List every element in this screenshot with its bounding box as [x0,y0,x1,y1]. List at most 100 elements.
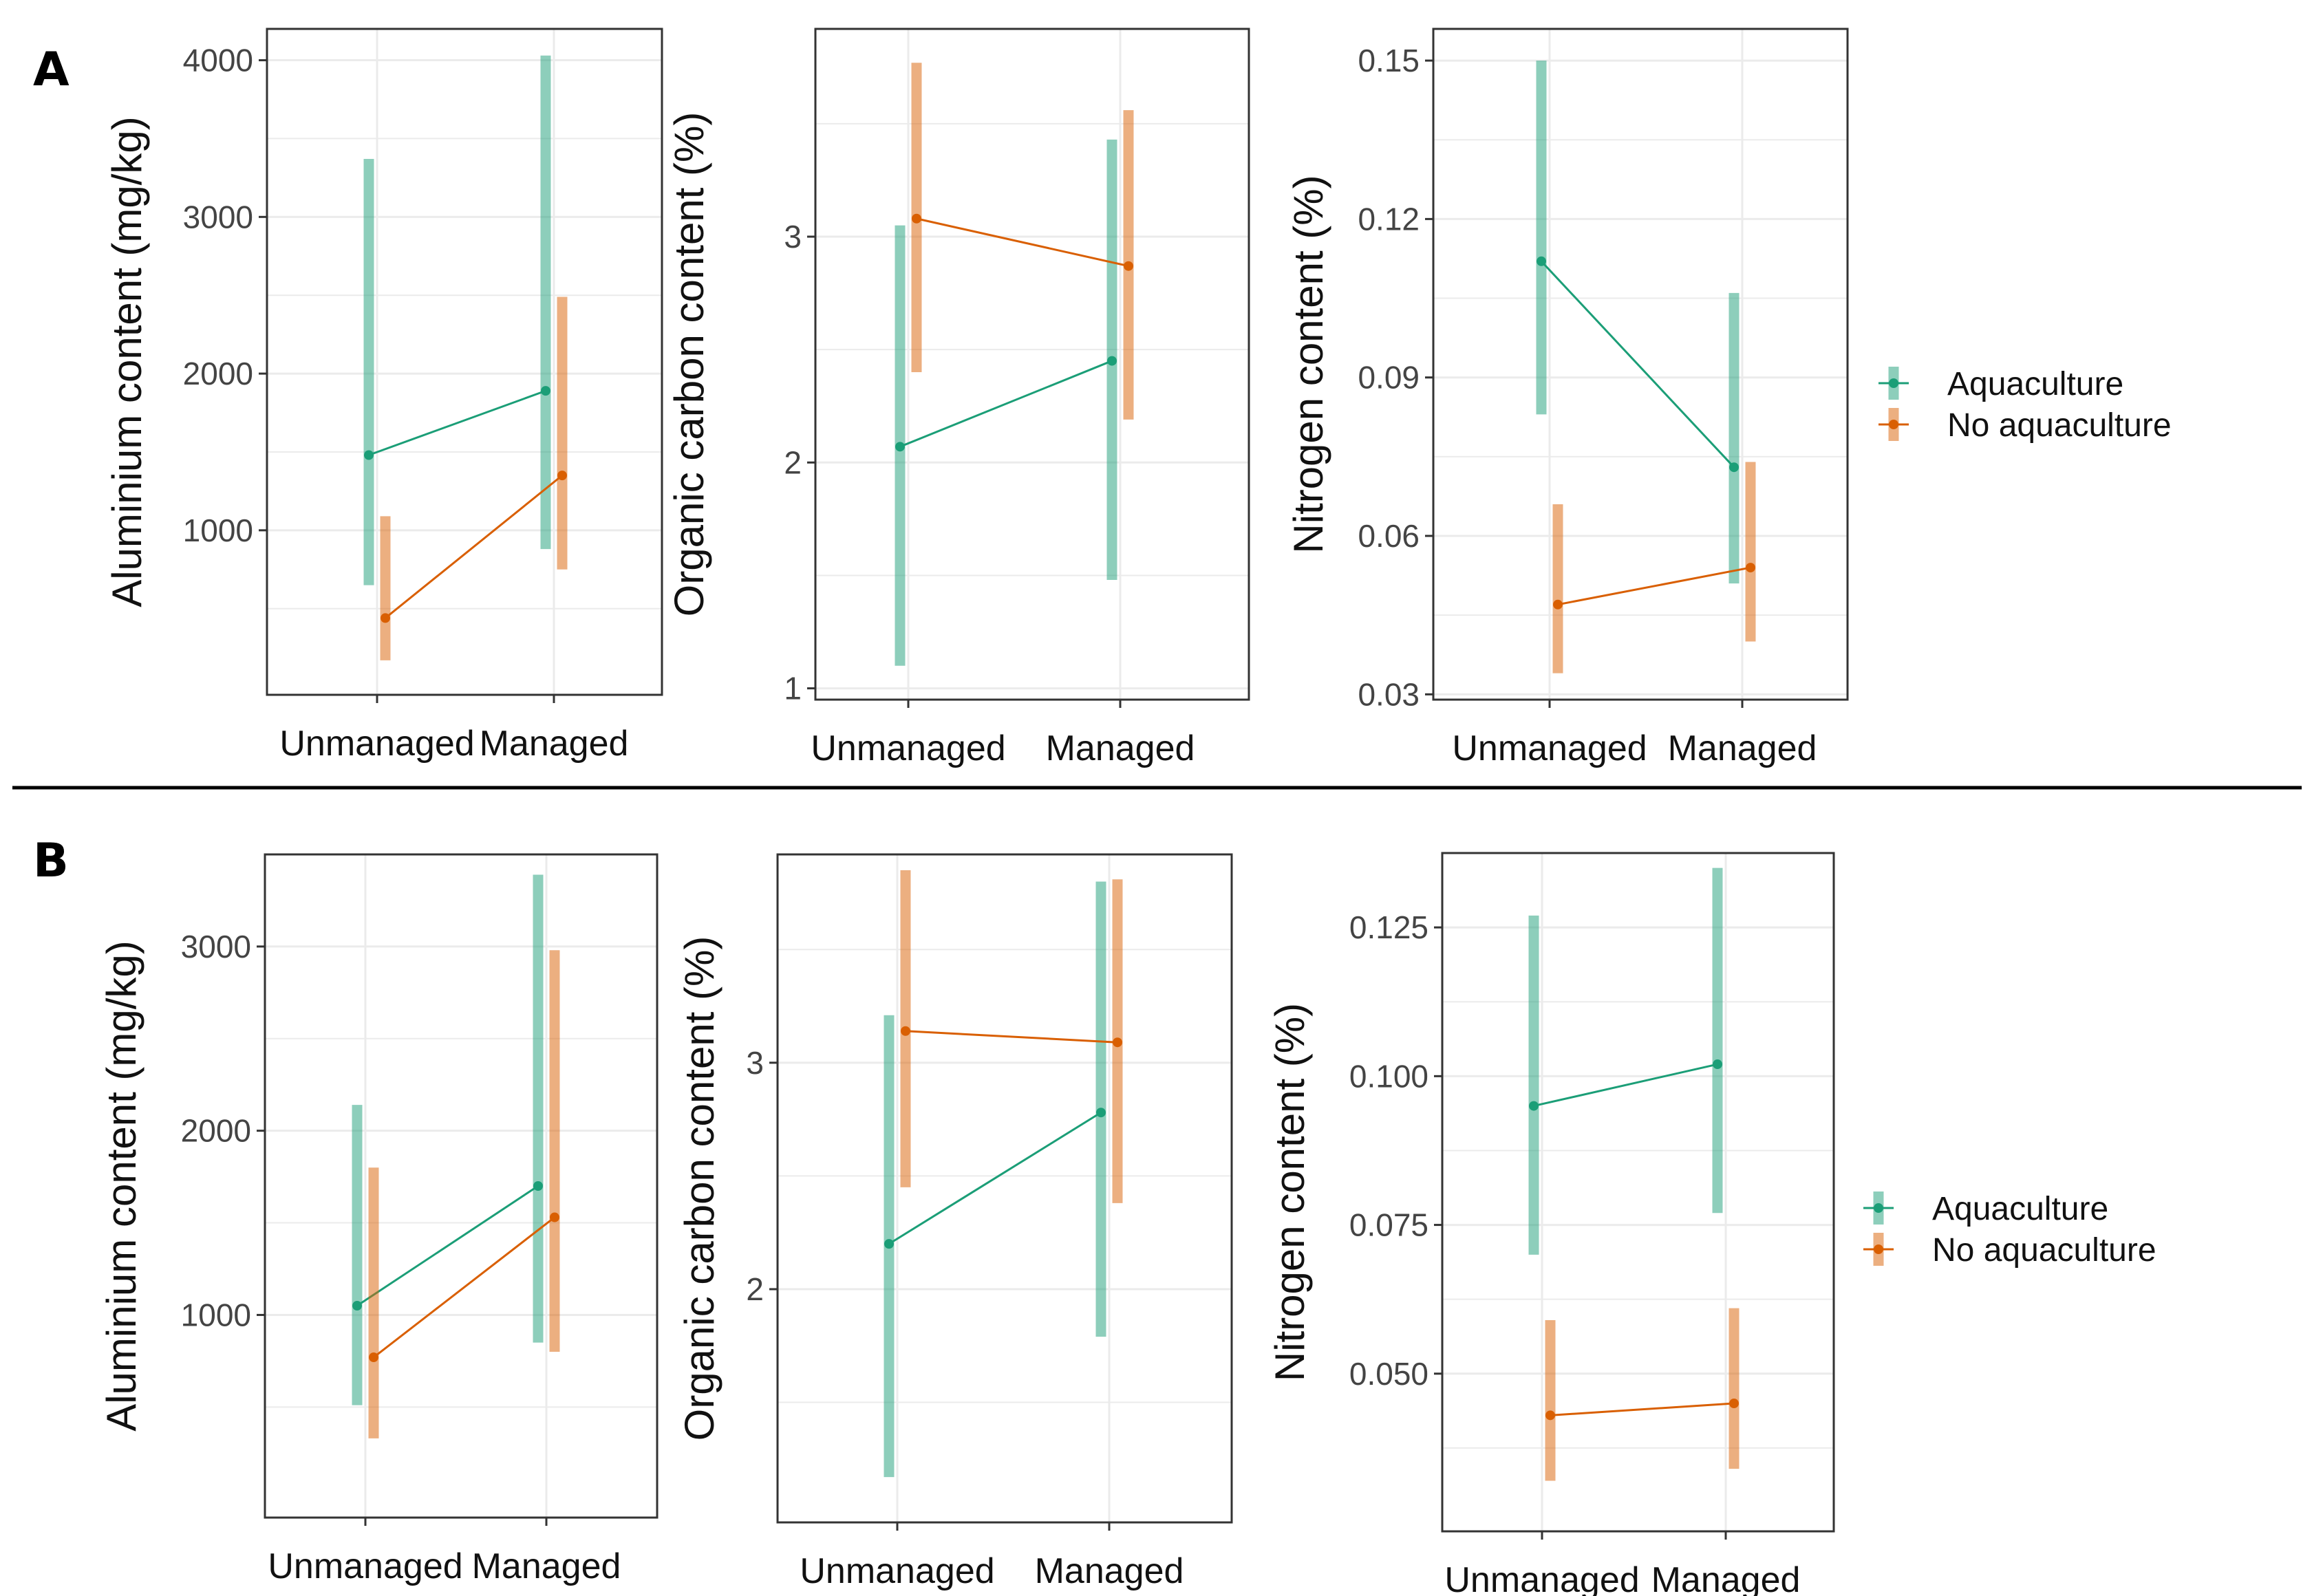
y-tick-label: 4000 [183,43,253,78]
y-tick-label: 3000 [181,929,251,964]
legend-key-point [1889,420,1898,429]
series-line [905,1030,1118,1044]
series-line [916,217,1129,268]
y-tick-label: 1000 [181,1297,251,1333]
y-axis-title: Aluminium content (mg/kg) [98,940,144,1432]
series-line [385,474,563,619]
data-point [1529,1101,1539,1111]
y-tick-label: 3 [784,219,802,255]
y-tick-label: 0.09 [1358,360,1420,396]
plot-a-1: 1000 2000 3000 4000 Unmanaged Managed Aluminiu… [104,28,663,764]
panel-letter-a: A [33,43,69,97]
data-point [884,1239,894,1249]
legend-key-no-aquaculture [1878,408,1909,441]
y-tick-label: 0.050 [1349,1356,1428,1392]
data-point [1107,356,1117,366]
y-tick-label: 3 [746,1045,764,1081]
plot-b-3: 0.050 0.075 0.100 0.125 Unmanaged Managed Nitr… [1267,852,1835,1596]
x-category-label: Unmanaged [811,729,1005,768]
legend-key-point [1874,1203,1883,1213]
y-axis-title: Nitrogen content (%) [1267,1003,1313,1381]
data-point [364,450,374,460]
y-tick-label: 2000 [183,356,253,391]
series-line [1550,1402,1735,1416]
x-category-label: Managed [1035,1551,1184,1591]
data-point [1124,261,1133,271]
legend-key-point [1874,1244,1883,1254]
legend-key-aquaculture [1878,367,1909,400]
data-point [541,386,550,396]
series-aquaculture [884,881,1106,1478]
x-category-label: Managed [1651,1560,1801,1596]
plot-frame [1441,852,1835,1533]
panel-letter-b: B [33,834,69,888]
data-point [550,1212,559,1222]
y-tick-label: 1000 [183,513,253,548]
legend-a: Aquaculture No aquaculture [1878,366,2172,444]
y-tick-label: 0.100 [1349,1058,1428,1094]
data-point [1713,1059,1722,1070]
data-point [1729,1399,1739,1409]
legend-label: No aquaculture [1947,407,2172,444]
series-line [368,389,546,456]
x-category-label: Managed [472,1546,621,1586]
y-tick-label: 0.075 [1349,1207,1428,1243]
series-no-aquaculture [368,950,560,1438]
y-tick-label: 2 [746,1271,764,1307]
data-point [1746,563,1755,573]
x-category-label: Managed [480,724,629,764]
data-point [1113,1037,1122,1048]
plot-b-2: 2 3 Unmanaged Managed Organic carbon content… [676,853,1233,1591]
series-line [373,1216,555,1359]
x-category-label: Unmanaged [800,1551,994,1591]
data-point [1729,462,1739,473]
y-tick-label: 1 [784,671,802,707]
plot-a-3: 0.03 0.06 0.09 0.12 0.15 Unmanaged Managed Nitr… [1285,28,1849,768]
data-point [901,1026,910,1036]
series-no-aquaculture [900,870,1123,1203]
series-aquaculture [352,874,544,1405]
legend-key-aquaculture [1863,1191,1894,1225]
y-axis-title: Organic carbon content (%) [676,936,722,1441]
data-point [1553,599,1563,610]
series-aquaculture [1536,61,1740,584]
series-aquaculture [363,55,551,585]
y-tick-label: 0.03 [1358,676,1420,712]
y-tick-label: 0.125 [1349,909,1428,945]
y-axis-title: Nitrogen content (%) [1285,175,1331,553]
series-no-aquaculture [1545,1308,1740,1481]
y-tick-label: 2 [784,444,802,480]
series-aquaculture [895,139,1117,666]
plot-b-1: 1000 2000 3000 Unmanaged Managed Aluminium co… [98,853,659,1586]
plot-frame [776,853,1233,1524]
data-point [533,1181,543,1191]
series-line [888,1111,1102,1245]
data-point [912,213,921,224]
plot-frame [814,28,1250,701]
plot-frame [264,853,659,1519]
x-category-label: Unmanaged [268,1546,462,1586]
legends-layer: Aquaculture No aquaculture Aquaculture No a… [1863,366,2172,1269]
plot-a-2: 1 2 3 Unmanaged Managed Organic carbon conten… [666,28,1250,768]
data-point [1545,1410,1555,1421]
y-tick-label: 0.06 [1358,518,1420,554]
series-line [1533,1063,1718,1108]
data-point [352,1301,362,1311]
y-axis-title: Organic carbon content (%) [666,112,712,617]
y-axis-title: Aluminium content (mg/kg) [104,116,150,607]
y-tick-label: 3000 [183,199,253,235]
x-category-label: Unmanaged [279,724,474,764]
x-category-label: Unmanaged [1444,1560,1639,1596]
data-point [1096,1108,1106,1118]
data-point [1537,256,1546,266]
series-no-aquaculture [911,63,1134,420]
series-no-aquaculture [1552,462,1756,673]
legend-b: Aquaculture No aquaculture [1863,1191,2156,1269]
legend-key-no-aquaculture [1863,1233,1894,1266]
legend-label: Aquaculture [1947,366,2123,402]
data-point [557,471,567,481]
y-tick-label: 0.15 [1358,43,1420,78]
